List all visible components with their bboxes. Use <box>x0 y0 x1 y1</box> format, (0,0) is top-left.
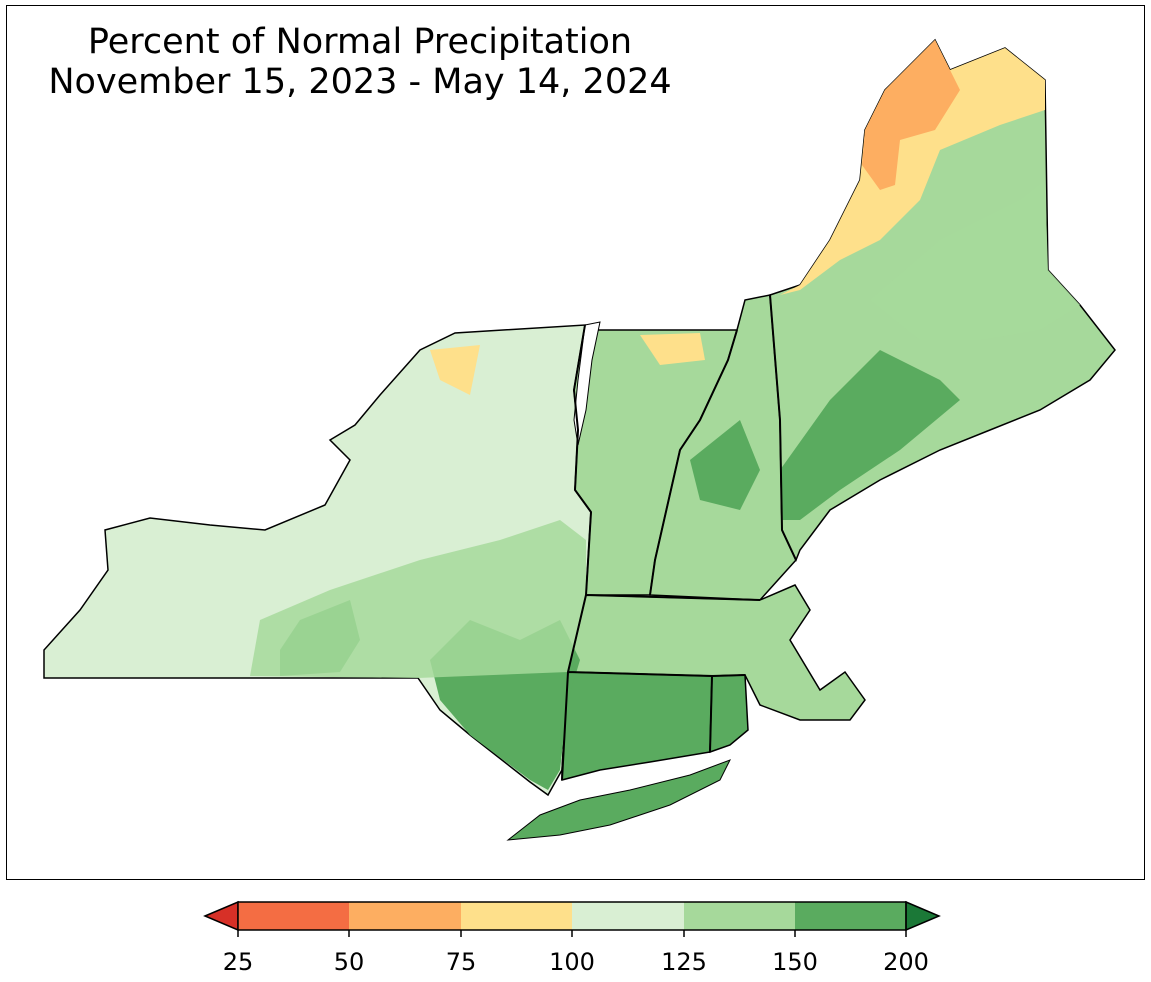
colorbar-tick-label: 50 <box>333 948 365 976</box>
lake-champlain <box>573 321 601 446</box>
colorbar-tick-label: 75 <box>445 948 477 976</box>
title-line-2: November 15, 2023 - May 14, 2024 <box>48 62 672 102</box>
colorbar-bin-25-50 <box>238 902 349 930</box>
dry-patch-ny <box>430 345 480 395</box>
colorbar-tick-label: 150 <box>772 948 818 976</box>
colorbar-bin-75-100 <box>461 902 572 930</box>
state-borders <box>561 294 797 781</box>
moist-band-me <box>870 180 1080 340</box>
dry-patch-vt <box>640 333 705 365</box>
very-dry-zone-northern-me <box>862 40 960 190</box>
title-line-1: Percent of Normal Precipitation <box>87 22 633 62</box>
map-title: Percent of Normal Precipitation November… <box>0 22 720 102</box>
colorbar-tick-label: 25 <box>222 948 254 976</box>
wet-zone-vt <box>690 420 760 510</box>
dry-zone-northern-me <box>780 40 1045 295</box>
colorbar-tick-label: 200 <box>883 948 929 976</box>
moist-band-ny <box>250 520 586 678</box>
colorbar-bin-125-150 <box>684 902 795 930</box>
colorbar-extend-low <box>203 900 239 932</box>
colorbar-ticks <box>237 930 907 937</box>
colorbar-extend-high <box>905 900 941 932</box>
colorbar-tick-label: 100 <box>549 948 595 976</box>
wet-zone-nh-me <box>780 350 960 520</box>
colorbar-bin-50-75 <box>349 902 461 930</box>
colorbar-bin-150-200 <box>795 902 906 930</box>
long-island-region <box>506 759 732 841</box>
colorbar-tick-label: 125 <box>661 948 707 976</box>
colorbar-bin-100-125 <box>572 902 684 930</box>
